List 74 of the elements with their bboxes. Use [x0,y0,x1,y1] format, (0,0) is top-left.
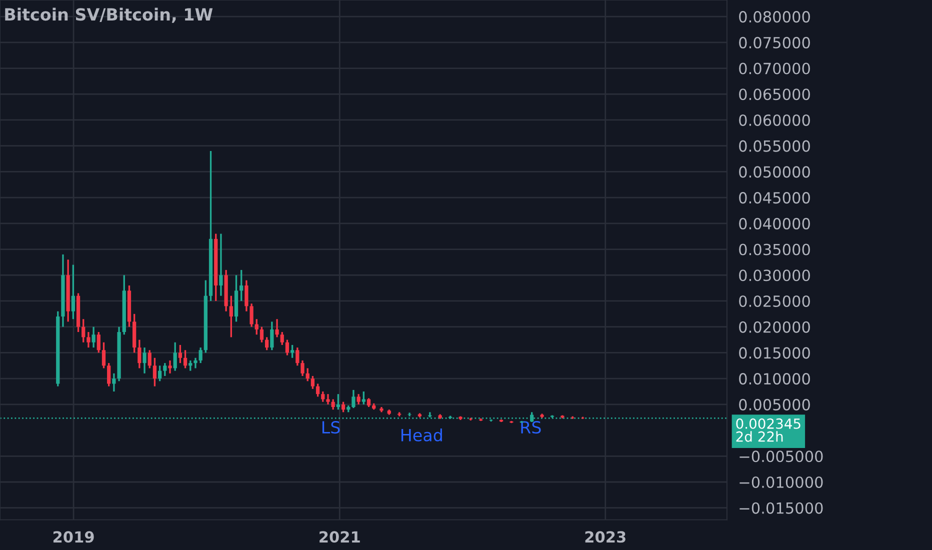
y-tick-label: 0.060000 [739,114,810,126]
candlestick [183,349,188,370]
y-tick-label: 0.050000 [739,166,810,178]
candlestick [280,331,284,346]
annotation: Head [401,428,442,442]
candlestick [173,342,177,372]
candlestick [306,367,310,382]
candlestick [275,318,279,338]
ref-line-label: 0.002345 2d 22h [736,418,800,442]
candlestick [265,336,269,351]
candlestick [331,398,335,410]
annotation: LS [322,421,340,434]
candlestick [168,360,172,374]
y-tick-label: −0.010000 [740,476,823,488]
y-tick-label: 0.005000 [739,398,810,410]
y-tick-label: 0.070000 [739,62,810,74]
y-tick-label: 0.035000 [739,244,810,256]
candlestick [86,331,90,348]
x-tick-label: 2019 [53,531,94,543]
candlestick [138,338,142,370]
y-tick-label: −0.005000 [740,450,823,462]
candlestick [152,357,157,388]
candlestick [112,372,116,392]
y-tick-label: −0.015000 [740,502,823,514]
y-tick-label: 0.065000 [739,88,810,100]
candlestick [107,362,111,388]
candlestick [285,338,290,356]
candlestick [250,302,254,328]
y-tick-label: 0.010000 [739,373,810,385]
candlestick [219,232,223,297]
candlestick [321,390,325,403]
candlestick [310,375,315,390]
y-tick-label: 0.040000 [739,218,810,230]
candlestick [229,294,233,338]
candlestick [92,326,96,348]
candlestick [341,401,346,414]
candlestick [102,342,106,370]
annotation: RS [521,421,541,434]
candlestick [316,382,320,398]
y-tick-label: 0.025000 [739,295,810,308]
y-tick-label: 0.080000 [739,11,810,23]
candlestick [82,318,86,344]
x-tick-label: 2021 [320,531,360,543]
candlestick [158,364,162,382]
candlestick [336,393,340,410]
candlestick [194,357,198,370]
candlestick [163,362,167,377]
candlestick [198,346,202,364]
candlestick [300,360,304,377]
candlestick [254,318,258,336]
candlestick [71,264,75,320]
candlestick [148,349,152,370]
y-tick-label: 0.015000 [739,347,810,359]
y-tick-label: 0.075000 [739,36,810,48]
y-tick-label: 0.055000 [739,140,810,152]
candlestick [296,346,300,366]
candlestick [142,346,146,374]
chart-title: Bitcoin SV/Bitcoin, 1W [5,8,213,23]
candlestick [326,393,330,406]
y-tick-label: 0.020000 [739,321,810,333]
candlestick [356,393,360,406]
candlestick [352,389,356,409]
candlestick [96,331,100,354]
candlestick [260,326,264,344]
candlestick [178,344,182,364]
candlestick [188,360,192,372]
candlestick [244,279,248,312]
x-tick-label: 2023 [585,531,626,543]
candlestick [362,390,366,406]
y-tick-label: 0.045000 [739,192,810,204]
candlestick [270,320,274,351]
candlestick [290,344,294,359]
candlestick [240,269,244,302]
y-tick-label: 0.030000 [739,270,810,282]
